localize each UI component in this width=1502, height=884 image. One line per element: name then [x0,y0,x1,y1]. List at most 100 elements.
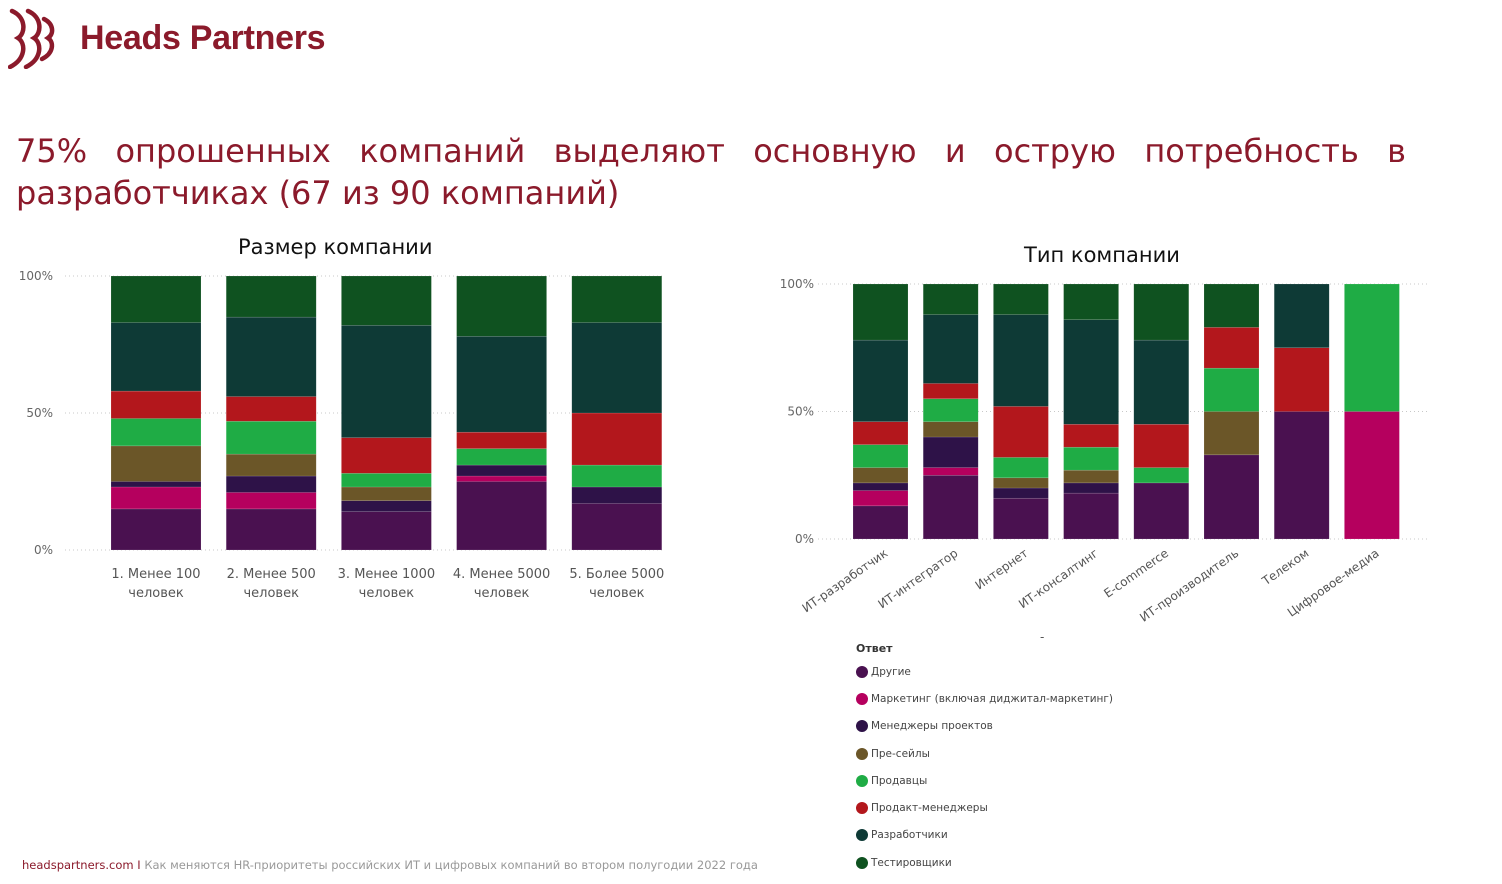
bar-segment[interactable] [922,383,979,399]
bar-segment[interactable] [456,481,547,551]
bar-segment[interactable] [922,283,979,315]
bar-segment[interactable] [1273,283,1330,348]
legend-item[interactable]: Продавцы [856,767,1176,794]
bar-segment[interactable] [852,444,909,468]
bar-segment[interactable] [1133,283,1190,341]
bar-segment[interactable] [852,467,909,484]
bar-segment[interactable] [922,475,979,540]
bar-segment[interactable] [1203,327,1260,369]
bar-segment[interactable] [852,421,909,445]
bar-segment[interactable] [110,390,202,419]
company-size-chart: 0% 50% 100% 1. Менее 100 человек 2. Менее 500… [19,269,665,601]
bar-segment[interactable] [225,508,317,551]
legend-item[interactable]: Пре-сейлы [856,740,1176,767]
bar-segment[interactable] [852,339,909,422]
legend-item[interactable]: Маркетинг (включая диджитал-маркетинг) [856,685,1176,712]
bar-segment[interactable] [1273,411,1330,540]
bar-segment[interactable] [993,497,1049,540]
bar-segment[interactable] [571,275,663,323]
bar-segment[interactable] [110,445,202,482]
bar-segment[interactable] [110,481,202,488]
bar-segment[interactable] [225,396,317,422]
bar-segment[interactable] [922,467,979,476]
bar-segment[interactable] [1063,424,1119,448]
bar-segment[interactable] [1063,469,1119,484]
bar-segment[interactable] [571,412,663,466]
bar-segment[interactable] [456,431,547,449]
bar-segment[interactable] [993,283,1049,315]
bar-segment[interactable] [341,511,432,551]
bar-segment[interactable] [225,316,317,397]
x-tick-label: ИТ-разработчик [800,546,891,615]
x-tick-label: Интернет [973,546,1031,592]
legend-swatch-icon [856,856,868,869]
bar-segment[interactable] [922,398,979,422]
bar-segment[interactable] [225,275,317,318]
bar-segment[interactable] [225,453,317,477]
legend-item[interactable]: Разработчики [856,822,1176,849]
bar-segment[interactable] [1203,367,1260,412]
bar-segment[interactable] [993,487,1049,499]
bar-segment[interactable] [1203,454,1260,540]
bar-segment[interactable] [571,486,663,504]
bar-segment[interactable] [341,500,432,512]
chart-legend: Ответ Другие Маркетинг (включая диджитал-… [856,642,1176,876]
bar-segment[interactable] [1063,492,1119,540]
footer-site-link[interactable]: headspartners.com [22,858,134,872]
bar-segment[interactable] [1133,482,1190,540]
bar-segment[interactable] [922,314,979,384]
bar-segment[interactable] [1063,283,1119,320]
bar-segment[interactable] [110,322,202,392]
bar-segment[interactable] [1133,424,1190,468]
bar-segment[interactable] [852,482,909,491]
bar-segment[interactable] [993,314,1049,407]
bar-segment[interactable] [341,486,432,501]
bar-segment[interactable] [456,464,547,477]
dash-mark: - [1040,630,1045,644]
x-tick-label: 2. Менее 500 [227,567,316,582]
x-tick-label: 4. Менее 5000 [453,567,550,582]
bar-segment[interactable] [1063,446,1119,471]
bar-segment[interactable] [1133,339,1190,425]
bar-segment[interactable] [225,420,317,455]
bar-segment[interactable] [1344,411,1400,540]
legend-item[interactable]: Другие [856,658,1176,685]
bar-segment[interactable] [922,436,979,468]
bar-segment[interactable] [852,505,909,540]
bar-segment[interactable] [341,437,432,474]
bar-segment[interactable] [1344,283,1400,412]
x-tick-label: 3. Менее 1000 [338,567,435,582]
bar-segment[interactable] [852,490,909,507]
bar-segment[interactable] [456,448,547,466]
bar-segment[interactable] [110,418,202,447]
bar-segment[interactable] [110,486,202,510]
bar-segment[interactable] [993,406,1049,458]
legend-item[interactable]: Тестировщики [856,849,1176,876]
bar-segment[interactable] [110,508,202,551]
bar-segment[interactable] [110,275,202,323]
bar-segment[interactable] [1063,319,1119,425]
bar-segment[interactable] [993,457,1049,479]
bar-segment[interactable] [341,275,432,326]
bar-segment[interactable] [341,473,432,488]
bar-segment[interactable] [456,336,547,433]
bar-segment[interactable] [456,275,547,337]
bar-segment[interactable] [571,503,663,551]
bar-segment[interactable] [225,475,317,493]
bar-segment[interactable] [1203,283,1260,328]
bar-segment[interactable] [1133,467,1190,484]
bar-segment[interactable] [571,322,663,414]
bar-segment[interactable] [852,283,909,341]
bar-segment[interactable] [225,492,317,510]
bar-segment[interactable] [571,464,663,488]
legend-item[interactable]: Менеджеры проектов [856,713,1176,740]
bar-segment[interactable] [993,477,1049,489]
bar-segment[interactable] [1063,482,1119,494]
bar-segment[interactable] [1203,411,1260,456]
bar-segment[interactable] [922,421,979,438]
bar-segment[interactable] [456,475,547,482]
legend-item[interactable]: Продакт-менеджеры [856,794,1176,821]
bar-segment[interactable] [1273,347,1330,412]
bar-segment[interactable] [341,325,432,438]
